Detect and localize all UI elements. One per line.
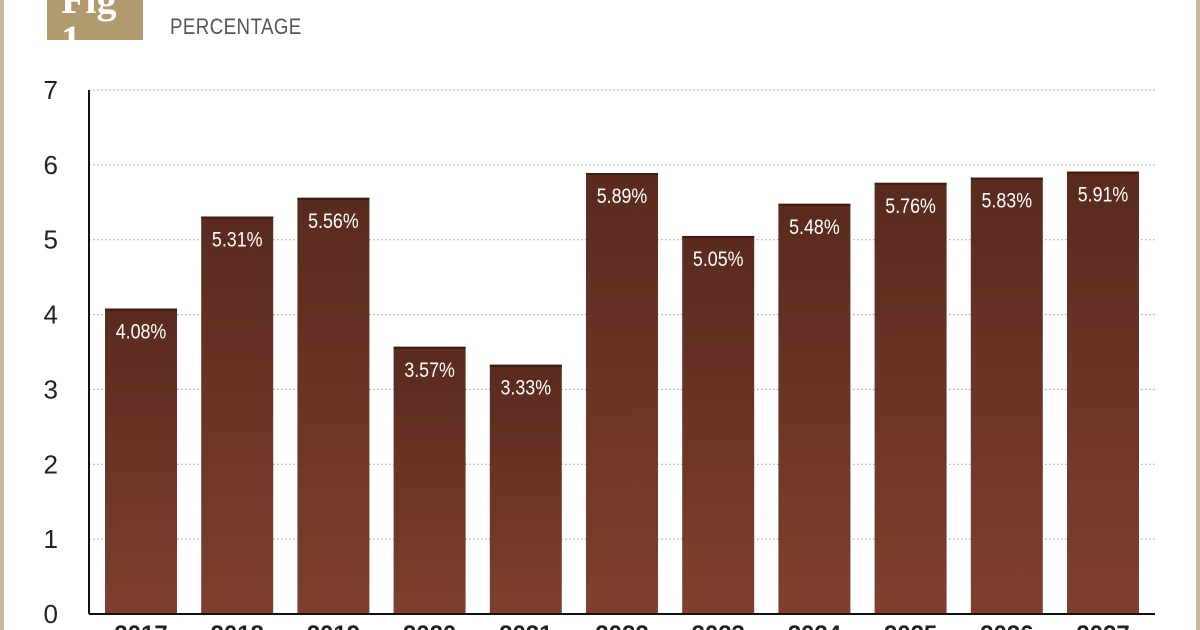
data-label: 5.31% [212, 228, 263, 252]
bar-top-edge [970, 177, 1043, 180]
bar-top-edge [489, 364, 562, 367]
data-label: 4.08% [116, 320, 167, 344]
y-tick-label: 4 [44, 300, 58, 330]
bar-2021 [489, 364, 562, 614]
figure-badge-label: Fig 1 [61, 0, 117, 40]
bar-top-edge [297, 197, 370, 200]
bars [105, 171, 1139, 615]
data-label: 5.76% [885, 195, 936, 219]
x-tick-label: 2024 [788, 621, 842, 630]
x-tick-label: 2022 [595, 621, 648, 630]
data-label: 5.91% [1078, 183, 1129, 207]
bar-2026 [970, 177, 1043, 614]
y-tick-label: 5 [44, 225, 58, 255]
data-label: 5.89% [597, 185, 648, 209]
bar-top-edge [682, 235, 755, 238]
bar-top-edge [393, 346, 466, 349]
data-label: 5.05% [693, 248, 744, 272]
bar-top-edge [105, 308, 177, 311]
data-label: 5.48% [789, 215, 840, 239]
x-tick-label: 2026 [980, 621, 1033, 630]
bar-top-edge [778, 203, 851, 206]
x-axis-ticks: 2017 2018 2019 2020 2021 2022 2023 2024 2025 2026… [114, 621, 1129, 630]
y-axis-ticks: 0 1 2 3 4 5 6 7 [44, 75, 58, 629]
data-label: 5.83% [982, 189, 1033, 213]
data-label: 5.56% [308, 209, 359, 233]
y-tick-label: 1 [44, 524, 58, 554]
bar-2020 [393, 346, 466, 614]
bar-top-edge [201, 216, 274, 219]
data-label: 3.57% [404, 358, 455, 382]
y-tick-label: 7 [44, 75, 58, 105]
data-label: 3.33% [501, 376, 552, 400]
data-labels: 4.08% 5.31% 5.56% 3.57% 3.33% 5.89% 5.05% 5.48%… [116, 183, 1129, 400]
figure-badge: Fig 1 [47, 0, 143, 40]
y-tick-label: 6 [44, 150, 58, 180]
bar-2025 [874, 182, 947, 614]
x-tick-label: 2025 [884, 621, 937, 630]
y-tick-label: 0 [44, 599, 58, 629]
bar-top-edge [874, 182, 947, 185]
x-tick-label: 2019 [307, 621, 360, 630]
x-tick-label: 2027 [1076, 621, 1129, 630]
bar-2023 [682, 235, 755, 614]
x-tick-label: 2018 [211, 621, 264, 630]
x-tick-label: 2017 [114, 621, 167, 630]
bar-2024 [778, 203, 851, 615]
bar-2019 [297, 197, 370, 614]
bar-2022 [586, 173, 658, 614]
y-tick-label: 3 [44, 374, 58, 404]
x-tick-label: 2023 [692, 621, 745, 630]
y-tick-label: 2 [44, 449, 58, 479]
bar-2018 [201, 216, 274, 614]
bar-2027 [1067, 171, 1139, 614]
bar-top-edge [1067, 171, 1139, 174]
x-tick-label: 2020 [403, 621, 456, 630]
chart-subtitle: PERCENTAGE [170, 14, 302, 39]
bar-top-edge [586, 173, 658, 176]
x-tick-label: 2021 [499, 621, 552, 630]
bar-2017 [105, 308, 177, 614]
